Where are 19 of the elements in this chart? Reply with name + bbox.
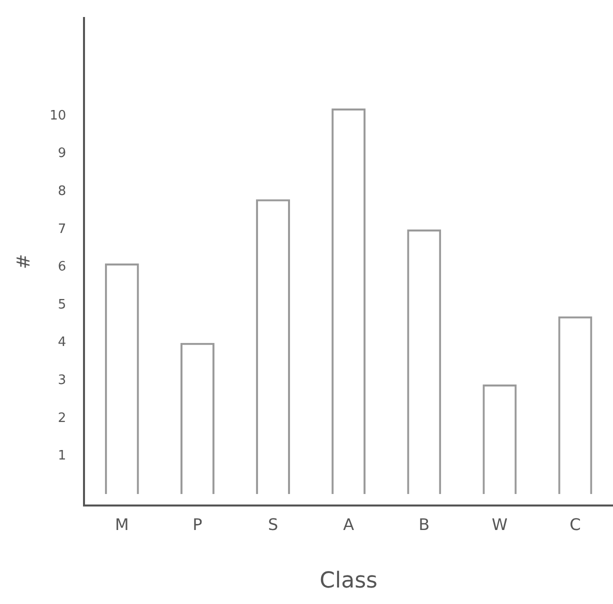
y-tick-label: 10 (50, 108, 66, 124)
x-tick-label: B (418, 515, 430, 534)
y-tick-label: 3 (58, 373, 66, 388)
y-tick-label: 1 (58, 448, 66, 464)
y-tick-label: 4 (58, 335, 66, 350)
y-tick-label: 7 (58, 222, 66, 237)
x-tick-label: M (115, 515, 129, 534)
y-axis-title: # (13, 254, 34, 270)
x-tick-label: C (570, 515, 581, 534)
x-tick-label: S (268, 515, 278, 534)
y-tick-label: 5 (58, 297, 66, 312)
x-tick-label: A (343, 515, 354, 534)
y-tick-label: 8 (58, 184, 66, 200)
y-tick-label: 2 (58, 410, 66, 426)
y-tick-label: 6 (58, 260, 66, 275)
x-tick-label: P (192, 515, 203, 534)
x-axis-title: Class (320, 568, 378, 594)
x-tick-label: W (492, 515, 508, 534)
y-tick-label: 9 (58, 146, 66, 162)
